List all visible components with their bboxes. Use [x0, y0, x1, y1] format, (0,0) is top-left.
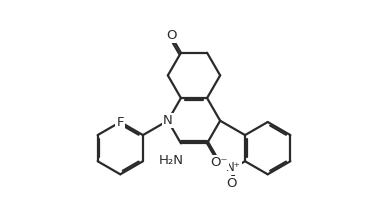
Text: O: O — [226, 177, 236, 190]
Text: N: N — [163, 114, 173, 127]
Text: O: O — [166, 29, 177, 42]
Text: N⁺: N⁺ — [226, 161, 241, 174]
Text: F: F — [116, 115, 124, 129]
Text: N: N — [215, 159, 225, 173]
Text: O⁻: O⁻ — [210, 156, 228, 169]
Text: H₂N: H₂N — [159, 154, 184, 167]
